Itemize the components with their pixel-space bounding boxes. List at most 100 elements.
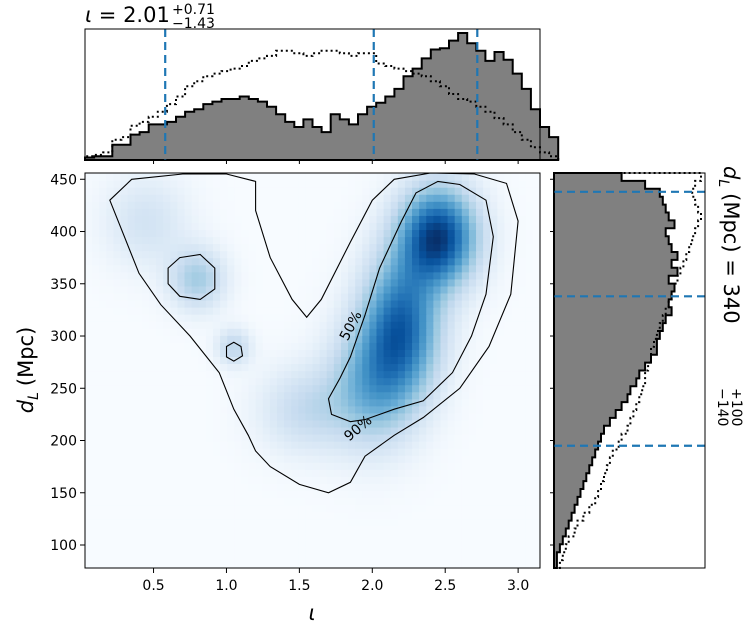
heatmap-cell: [134, 483, 143, 492]
heatmap-cell: [468, 285, 477, 294]
heatmap-cell: [134, 497, 143, 506]
heatmap-cell: [483, 405, 491, 414]
heatmap-cell: [518, 426, 527, 435]
heatmap-cell: [284, 187, 292, 195]
heatmap-cell: [468, 278, 477, 287]
heatmap-cell: [447, 208, 456, 216]
heatmap-cell: [241, 497, 250, 506]
heatmap-cell: [348, 363, 356, 372]
heatmap-cell: [241, 455, 250, 463]
heatmap-cell: [447, 187, 456, 195]
heatmap-cell: [483, 553, 491, 562]
heatmap-cell: [412, 215, 420, 223]
heatmap-cell: [333, 208, 342, 216]
heatmap-cell: [483, 384, 491, 393]
heatmap-cell: [333, 180, 342, 188]
heatmap-cell: [447, 518, 456, 527]
heatmap-cell: [518, 201, 527, 209]
heatmap-cell: [461, 419, 470, 428]
heatmap-cell: [525, 292, 534, 301]
heatmap-cell: [454, 476, 463, 484]
heatmap-cell: [390, 328, 399, 336]
heatmap-cell: [390, 483, 399, 492]
heatmap-cell: [305, 553, 314, 562]
heatmap-cell: [262, 377, 271, 386]
heatmap-cell: [390, 194, 399, 202]
heatmap-cell: [85, 335, 93, 343]
heatmap-cell: [340, 546, 349, 555]
heatmap-cell: [241, 299, 250, 308]
heatmap-cell: [312, 201, 321, 209]
heatmap-cell: [177, 546, 186, 555]
heatmap-cell: [355, 292, 363, 301]
heatmap-cell: [483, 504, 491, 513]
heatmap-cell: [404, 539, 413, 548]
heatmap-cell: [262, 448, 271, 456]
heatmap-cell: [340, 377, 349, 386]
heatmap-cell: [319, 278, 328, 287]
heatmap-cell: [433, 173, 442, 181]
heatmap-cell: [198, 483, 207, 492]
heatmap-cell: [184, 243, 193, 252]
heatmap-cell: [426, 201, 434, 209]
heatmap-cell: [113, 560, 122, 569]
heatmap-cell: [483, 335, 491, 343]
heatmap-cell: [276, 285, 285, 294]
heatmap-cell: [454, 405, 463, 414]
heatmap-cell: [276, 264, 285, 273]
heatmap-cell: [483, 398, 491, 407]
heatmap-cell: [148, 518, 157, 527]
heatmap-cell: [255, 299, 264, 308]
heatmap-cell: [220, 539, 228, 548]
heatmap-cell: [156, 243, 164, 252]
heatmap-cell: [99, 257, 107, 266]
heatmap-cell: [340, 455, 349, 463]
heatmap-cell: [397, 222, 406, 231]
heatmap-cell: [106, 271, 115, 280]
heatmap-cell: [426, 335, 434, 343]
heatmap-cell: [397, 229, 406, 238]
heatmap-cell: [85, 405, 93, 414]
heatmap-cell: [234, 201, 243, 209]
heatmap-cell: [234, 299, 243, 308]
heatmap-cell: [355, 285, 363, 294]
heatmap-cell: [476, 342, 484, 350]
heatmap-cell: [276, 222, 285, 231]
heatmap-cell: [340, 391, 349, 400]
heatmap-cell: [220, 384, 228, 393]
heatmap-cell: [305, 194, 314, 202]
heatmap-cell: [404, 518, 413, 527]
heatmap-cell: [227, 236, 235, 245]
heatmap-cell: [440, 328, 449, 336]
heatmap-cell: [483, 419, 491, 428]
heatmap-cell: [291, 243, 299, 252]
heatmap-cell: [291, 173, 299, 181]
heatmap-cell: [390, 377, 399, 386]
heatmap-cell: [298, 187, 306, 195]
heatmap-cell: [397, 349, 406, 357]
heatmap-cell: [163, 236, 171, 245]
heatmap-cell: [291, 419, 299, 428]
heatmap-cell: [255, 525, 264, 534]
heatmap-cell: [326, 412, 335, 421]
heatmap-cell: [156, 476, 164, 484]
heatmap-cell: [212, 539, 221, 548]
heatmap-cell: [291, 314, 299, 322]
heatmap-cell: [397, 271, 406, 280]
heatmap-cell: [483, 448, 491, 456]
heatmap-cell: [212, 490, 221, 499]
heatmap-cell: [99, 560, 107, 569]
heatmap-cell: [404, 462, 413, 470]
heatmap-cell: [120, 271, 129, 280]
heatmap-cell: [504, 264, 513, 273]
heatmap-cell: [319, 497, 328, 506]
heatmap-cell: [248, 384, 257, 393]
heatmap-cell: [156, 328, 164, 336]
heatmap-cell: [483, 229, 491, 238]
heatmap-cell: [234, 370, 243, 379]
heatmap-cell: [205, 215, 214, 223]
heatmap-cell: [397, 511, 406, 520]
heatmap-cell: [426, 476, 434, 484]
heatmap-cell: [461, 229, 470, 238]
heatmap-cell: [404, 511, 413, 520]
